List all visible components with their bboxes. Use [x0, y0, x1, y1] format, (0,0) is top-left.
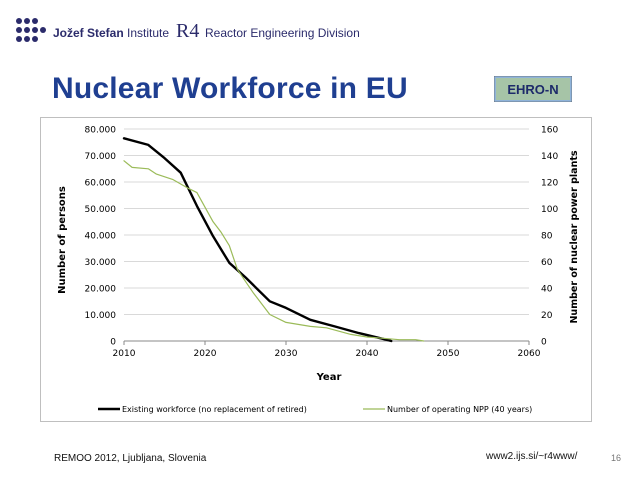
institute-name-rest: Institute — [123, 26, 170, 40]
ehron-logo-icon: EHRO-N — [494, 76, 572, 102]
y2-axis-label: Number of nuclear power plants — [569, 150, 580, 323]
y-tick-label: 20.000 — [85, 285, 117, 295]
y2-tick-label: 140 — [541, 152, 558, 162]
tick-labels: 0 10.000 20.000 30.000 40.000 50.000 60.000 70.… — [85, 126, 559, 360]
workforce-chart: 0 10.000 20.000 30.000 40.000 50.000 60.000 70.… — [40, 117, 592, 422]
x-tick-label: 2030 — [275, 349, 298, 359]
y2-tick-label: 20 — [541, 311, 553, 321]
x-axis-label: Year — [316, 372, 342, 383]
y-tick-label: 80.000 — [85, 126, 117, 136]
y-tick-label: 40.000 — [85, 232, 117, 242]
r4-logo-text: R4 — [176, 20, 199, 42]
y2-tick-label: 60 — [541, 258, 553, 268]
y2-tick-label: 120 — [541, 179, 558, 189]
r4-logo-icon: R4 — [176, 20, 199, 42]
y-tick-label: 30.000 — [85, 258, 117, 268]
ijs-logo-icon — [16, 18, 46, 42]
legend: Existing workforce (no replacement of re… — [98, 405, 532, 414]
x-tick-label: 2060 — [518, 349, 541, 359]
y2-tick-label: 80 — [541, 232, 553, 242]
chart-frame — [40, 117, 592, 422]
y-tick-label: 10.000 — [85, 311, 117, 321]
institute-name-bold: Jožef Stefan — [53, 26, 124, 40]
series-lines — [122, 137, 425, 343]
ehron-logo-text: EHRO-N — [507, 82, 558, 97]
y-tick-label: 0 — [110, 338, 116, 348]
legend-label-npp: Number of operating NPP (40 years) — [387, 405, 532, 414]
x-tick-label: 2040 — [356, 349, 379, 359]
series-line-npp — [123, 160, 425, 342]
y2-tick-label: 160 — [541, 126, 558, 136]
axes — [123, 340, 530, 345]
institute-name: Jožef Stefan Institute — [53, 26, 169, 40]
x-tick-label: 2010 — [113, 349, 136, 359]
footer-url: www2.ijs.si/~r4www/ — [486, 451, 578, 462]
y-tick-label: 60.000 — [85, 179, 117, 189]
y-axis-label: Number of persons — [57, 186, 68, 294]
series-line-workforce — [122, 137, 393, 343]
y2-tick-label: 40 — [541, 285, 553, 295]
y-tick-label: 50.000 — [85, 205, 117, 215]
footer-event: REMOO 2012, Ljubljana, Slovenia — [54, 453, 207, 464]
x-tick-label: 2050 — [437, 349, 460, 359]
y-tick-label: 70.000 — [85, 152, 117, 162]
legend-label-workforce: Existing workforce (no replacement of re… — [122, 405, 307, 414]
y2-tick-label: 100 — [541, 205, 558, 215]
page-number: 16 — [611, 453, 622, 463]
page-title: Nuclear Workforce in EU — [52, 72, 408, 105]
division-name: Reactor Engineering Division — [205, 26, 360, 40]
x-tick-label: 2020 — [194, 349, 217, 359]
y2-tick-label: 0 — [541, 338, 547, 348]
grid-lines — [124, 128, 529, 315]
